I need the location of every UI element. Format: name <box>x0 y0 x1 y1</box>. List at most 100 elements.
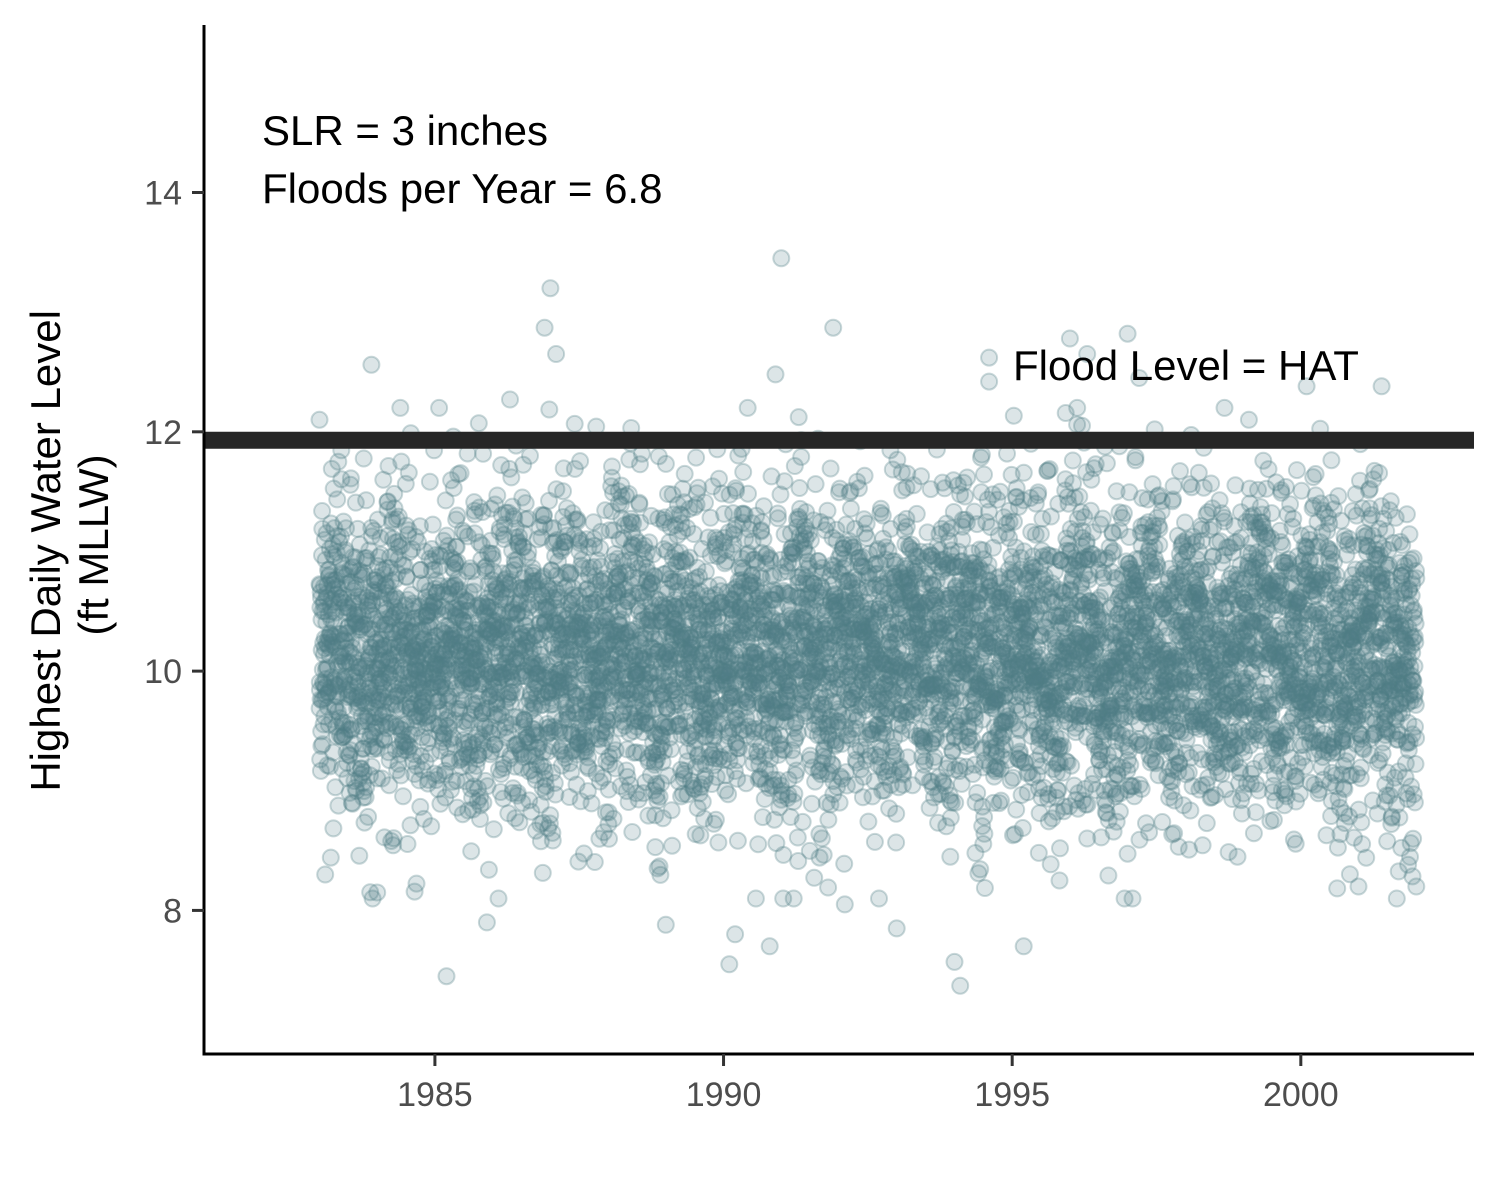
data-point <box>360 730 379 749</box>
data-point <box>859 812 878 831</box>
data-point <box>345 605 364 624</box>
data-point <box>1007 800 1026 819</box>
data-point <box>788 828 807 847</box>
data-point <box>336 543 355 562</box>
data-point <box>991 482 1010 501</box>
data-point <box>340 746 359 765</box>
data-point <box>332 470 351 489</box>
data-point <box>420 472 439 491</box>
data-point <box>365 727 384 746</box>
data-point <box>359 807 378 826</box>
data-point <box>333 759 352 778</box>
data-point <box>318 756 337 775</box>
data-point <box>398 835 417 853</box>
data-point <box>343 682 361 701</box>
data-point <box>941 808 960 827</box>
data-point <box>334 716 352 735</box>
data-point <box>334 598 353 617</box>
data-point <box>310 575 329 594</box>
data-point <box>818 501 837 520</box>
data-point <box>342 793 361 812</box>
data-point <box>337 566 356 585</box>
data-point <box>320 560 339 579</box>
data-point <box>343 614 362 633</box>
data-point <box>359 651 378 670</box>
data-point <box>320 539 339 558</box>
data-point <box>314 675 333 694</box>
data-point <box>533 863 552 882</box>
data-point <box>334 565 353 584</box>
data-point <box>324 580 343 599</box>
data-point <box>331 726 349 745</box>
data-point <box>364 708 383 727</box>
data-point <box>344 648 363 667</box>
data-point <box>340 676 359 695</box>
data-point <box>337 743 356 761</box>
data-point <box>313 519 332 538</box>
data-point <box>318 635 337 654</box>
data-point <box>338 680 357 699</box>
data-point <box>422 817 441 836</box>
data-point <box>319 683 338 702</box>
data-point <box>362 582 381 601</box>
data-point <box>351 635 370 654</box>
data-point <box>975 879 994 897</box>
data-point <box>344 582 363 600</box>
data-point <box>327 717 346 736</box>
data-point <box>830 793 849 812</box>
data-point <box>812 829 831 848</box>
data-point <box>316 670 335 688</box>
data-point <box>430 398 449 417</box>
data-point <box>693 792 712 811</box>
data-point <box>361 883 380 902</box>
data-point <box>451 464 470 483</box>
data-point <box>313 735 332 754</box>
data-point <box>336 541 355 560</box>
data-point <box>331 625 350 644</box>
data-point <box>362 638 381 657</box>
data-point <box>342 720 361 738</box>
data-point <box>332 728 351 747</box>
data-point <box>349 697 368 716</box>
data-point <box>313 660 332 679</box>
data-point <box>359 679 378 698</box>
data-point <box>356 712 375 731</box>
data-point <box>331 644 350 663</box>
data-point <box>691 826 710 845</box>
data-point <box>353 607 372 626</box>
data-point <box>790 479 809 497</box>
data-point <box>320 638 339 657</box>
data-point <box>350 618 369 636</box>
data-point <box>474 793 493 812</box>
data-point <box>331 589 350 608</box>
data-point <box>347 548 365 567</box>
data-point <box>363 594 382 613</box>
data-point <box>329 675 348 694</box>
data-point <box>1040 460 1059 479</box>
data-point <box>364 689 383 708</box>
data-point <box>319 605 338 624</box>
data-point <box>710 469 728 488</box>
data-point <box>319 715 338 734</box>
data-point <box>345 772 364 790</box>
data-point <box>353 568 372 587</box>
data-point <box>357 549 376 567</box>
data-point <box>354 739 373 758</box>
data-point <box>327 686 346 705</box>
data-point <box>347 575 366 594</box>
data-point <box>356 727 374 746</box>
data-point <box>355 563 374 582</box>
data-point <box>1063 451 1082 470</box>
data-point <box>320 630 339 649</box>
data-point <box>814 845 833 864</box>
data-point <box>349 605 368 624</box>
data-point <box>941 847 960 866</box>
points-layer <box>310 249 1426 995</box>
data-point <box>358 588 376 607</box>
data-point <box>322 627 341 646</box>
data-point <box>321 596 340 615</box>
data-point <box>775 472 794 491</box>
data-point <box>328 527 347 545</box>
data-point <box>582 794 601 813</box>
data-point <box>739 484 757 503</box>
